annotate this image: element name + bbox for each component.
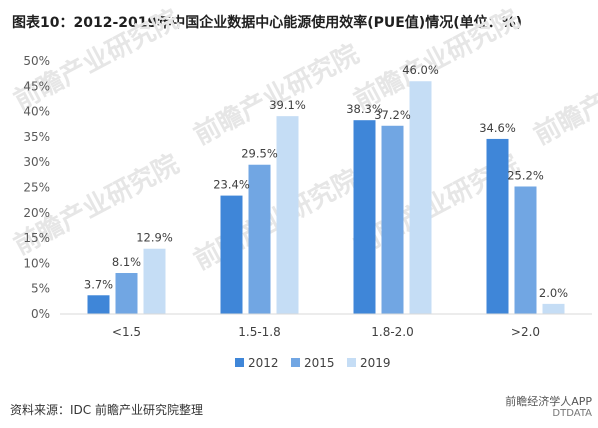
data-labels: 3.7% 8.1% 12.9% 23.4% 29.5% 39.1% 38.3%37.2% 46… — [84, 63, 568, 300]
source-note: 资料来源：IDC 前瞻产业研究院整理 — [10, 403, 203, 417]
legend-swatch-2012 — [235, 358, 244, 367]
x-axis: <1.5 1.5-1.8 1.8-2.0 >2.0 — [60, 313, 592, 339]
legend-swatch-2019 — [347, 358, 356, 367]
x-tick-label: 1.5-1.8 — [238, 325, 281, 339]
bar-2015 — [115, 273, 138, 314]
y-tick-label: 5% — [31, 282, 50, 296]
y-tick-label: 30% — [23, 155, 50, 169]
data-label: 12.9% — [136, 231, 173, 245]
x-tick-label: 1.8-2.0 — [371, 325, 414, 339]
bar-2019 — [542, 303, 565, 314]
data-label: 39.1% — [269, 98, 306, 112]
legend-swatch-2015 — [291, 358, 300, 367]
y-tick-label: 35% — [23, 130, 50, 144]
y-tick-label: 20% — [23, 206, 50, 220]
bar-2019 — [409, 81, 432, 315]
watermark-text: 前瞻产业研究院 — [529, 38, 598, 151]
legend-label: 2015 — [304, 356, 335, 370]
chart-title: 图表10：2012-2019年中国企业数据中心能源使用效率(PUE值)情况(单位… — [12, 15, 523, 31]
data-label: 23.4% — [213, 178, 250, 192]
y-tick-label: 0% — [31, 307, 50, 321]
brand-badge: DTDATA — [552, 408, 592, 419]
y-axis: 0% 5% 10% 15% 20% 25% 30% 35% 40% 45% 50% — [23, 54, 50, 321]
data-label: 3.7% — [84, 277, 113, 291]
y-tick-label: 50% — [23, 54, 50, 68]
x-tick-label: <1.5 — [112, 325, 141, 339]
data-label: 46.0% — [402, 63, 439, 77]
data-label: 38.3% — [346, 102, 383, 116]
legend-label: 2019 — [360, 356, 391, 370]
watermark-text: 前瞻产业研究院 — [349, 3, 524, 116]
bar-2019 — [143, 248, 166, 314]
watermark-text: 前瞻产业研究院 — [189, 38, 364, 151]
data-label: 29.5% — [241, 147, 278, 161]
legend: 2012 2015 2019 — [235, 356, 391, 370]
y-tick-label: 15% — [23, 231, 50, 245]
bar-2012 — [220, 195, 243, 314]
bar-2015 — [248, 164, 271, 314]
y-tick-label: 10% — [23, 256, 50, 270]
bar-2012 — [87, 295, 110, 314]
bar-2015 — [514, 186, 537, 314]
brand-text: 前瞻经济学人APP — [505, 395, 592, 408]
footer-brand: 前瞻经济学人APP DTDATA — [505, 396, 592, 420]
bar-2012 — [353, 120, 376, 315]
data-label: 37.2% — [374, 108, 411, 122]
bar-2019 — [276, 116, 299, 315]
x-tick-label: >2.0 — [511, 325, 540, 339]
data-label: 25.2% — [507, 168, 544, 182]
bar-2012 — [486, 138, 509, 314]
legend-label: 2012 — [248, 356, 279, 370]
data-label: 2.0% — [539, 286, 568, 300]
data-label: 34.6% — [479, 121, 516, 135]
bars — [87, 81, 565, 315]
y-tick-label: 25% — [23, 181, 50, 195]
data-label: 8.1% — [112, 255, 141, 269]
y-tick-label: 40% — [23, 105, 50, 119]
y-tick-label: 45% — [23, 79, 50, 93]
bar-2015 — [381, 125, 404, 314]
